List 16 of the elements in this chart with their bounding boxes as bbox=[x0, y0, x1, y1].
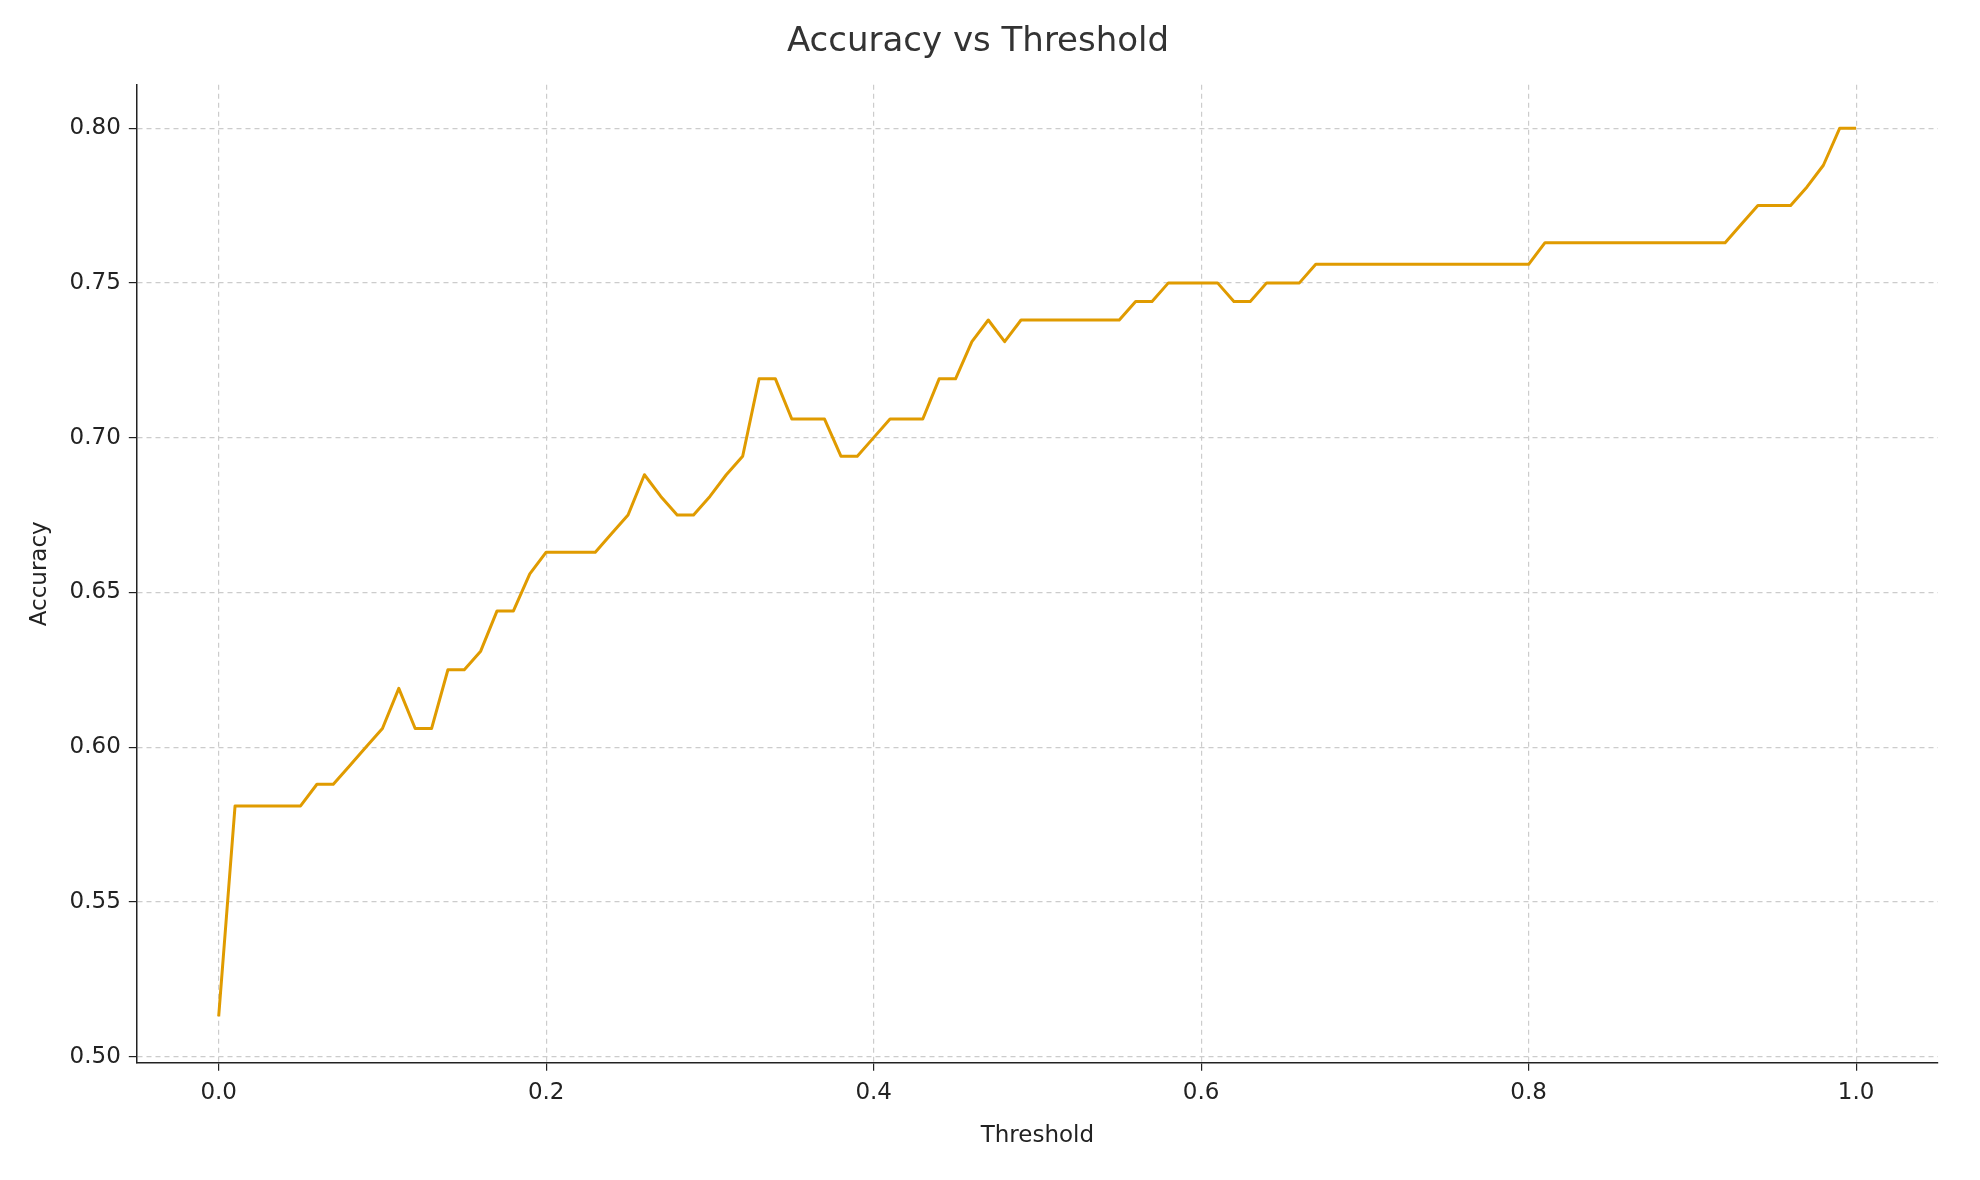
x-axis-title: Threshold bbox=[979, 1121, 1095, 1148]
y-tick-label: 0.75 bbox=[69, 267, 121, 294]
chart-title: Accuracy vs Threshold bbox=[786, 19, 1170, 60]
y-tick-label: 0.50 bbox=[69, 1041, 121, 1068]
y-axis-title: Accuracy bbox=[24, 521, 51, 627]
x-tick-label: 0.6 bbox=[1182, 1077, 1220, 1104]
y-tick-label: 0.80 bbox=[69, 113, 121, 140]
x-tick-label: 0.8 bbox=[1510, 1077, 1547, 1104]
y-tick-label: 0.60 bbox=[69, 732, 121, 759]
y-tick-label: 0.65 bbox=[69, 577, 121, 604]
y-tick-label: 0.70 bbox=[69, 422, 121, 449]
x-tick-label: 1.0 bbox=[1837, 1077, 1875, 1104]
x-tick-label: 0.0 bbox=[200, 1077, 237, 1104]
y-tick-label: 0.55 bbox=[69, 886, 121, 913]
x-tick-label: 0.2 bbox=[527, 1077, 565, 1104]
x-tick-label: 0.4 bbox=[855, 1077, 892, 1104]
